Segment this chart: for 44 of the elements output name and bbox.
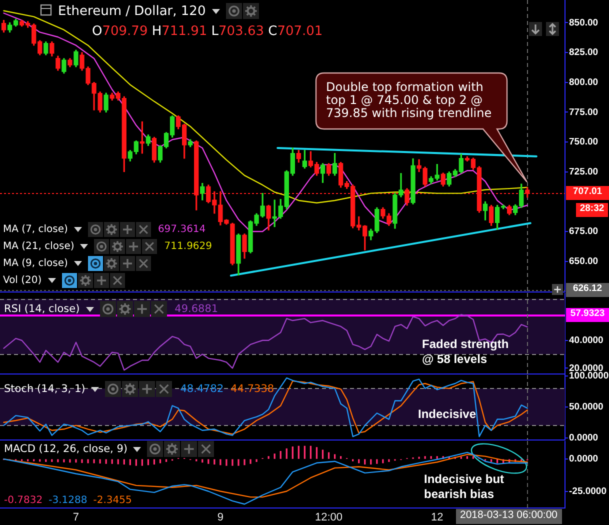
y-tick-label: 0.0000: [569, 432, 598, 444]
y-tick-label: 725.00: [569, 166, 598, 178]
ref-line-label: 2018-03-13 06:00:00: [456, 509, 562, 524]
annotation: -3.1288: [48, 494, 88, 506]
annotation: MA (21, close): [3, 240, 74, 252]
y-tick-label: 100.0000: [569, 370, 609, 382]
y-tick-label: -25.0000: [569, 486, 607, 497]
text: RSI (14, close): [4, 303, 80, 315]
y-tick-label: 850.00: [569, 17, 598, 28]
y-tick-label: 0.0000: [569, 454, 598, 465]
y-tick-label: 775.00: [569, 106, 598, 118]
y-tick-label: 800.00: [569, 76, 598, 88]
x-tick-label: 9: [217, 512, 224, 524]
x-tick-label: 12: [430, 512, 444, 524]
x-tick-label: 7: [72, 512, 80, 524]
annotation: -0.7832: [4, 494, 43, 506]
text: Stoch (14, 3, 1): [4, 383, 86, 395]
annotation: Faded strength @ 58 levels: [422, 337, 510, 367]
annotation: Indecisive: [418, 407, 478, 422]
text: O709.79 H711.91 L703.63 C707.01: [92, 24, 323, 39]
y-tick-label: 825.00: [569, 47, 598, 58]
y-tick-label: 50.0000: [569, 402, 604, 413]
annotation: -2.3455: [93, 494, 132, 506]
y-tick-label: 40.0000: [569, 335, 604, 346]
annotation: 48.4782: [180, 383, 224, 395]
x-tick-label: 12:00: [315, 512, 343, 524]
ref-line-label: 626.12: [566, 282, 609, 297]
chart-title: Ethereum / Dollar, 120: [58, 4, 206, 18]
y-tick-label: 675.00: [569, 226, 598, 238]
annotation: Double top formation with top 1 @ 745.00 & top 2 @ 739.85 with rising trendline: [326, 80, 493, 120]
annotation: MA (9, close): [3, 258, 68, 268]
annotation: Vol (20): [3, 274, 42, 286]
annotation: MA (7, close): [3, 224, 68, 234]
annotation: 44.7338: [230, 383, 274, 395]
text: 28:32: [576, 203, 608, 218]
annotation: 711.9629: [164, 240, 212, 252]
annotation: 697.3614: [158, 224, 206, 234]
y-tick-label: 650.00: [569, 256, 598, 267]
annotation: 49.6881: [174, 303, 218, 315]
chart-title: MACD (12, 26, close, 9): [4, 443, 128, 455]
ref-line-label: 57.9323: [566, 308, 609, 322]
ref-line-label: 707.01: [566, 186, 609, 200]
y-tick-label: 750.00: [569, 136, 598, 148]
annotation: Indecisive but bearish bias: [424, 472, 506, 502]
